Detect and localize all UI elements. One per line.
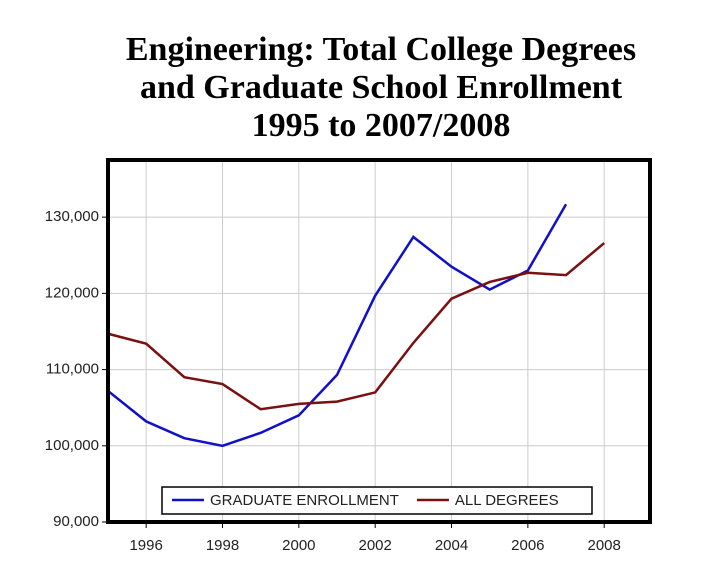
- series-line: [107, 242, 606, 411]
- x-tick-label: 2004: [435, 537, 468, 554]
- x-tick-label: 2006: [511, 537, 544, 554]
- legend-label: GRADUATE ENROLLMENT: [210, 492, 399, 509]
- x-tick-label: 2000: [282, 537, 315, 554]
- y-tick-label: 120,000: [45, 284, 99, 301]
- series-line: [107, 203, 568, 448]
- chart-title: Engineering: Total College Degrees: [126, 31, 636, 68]
- x-tick-label: 2008: [588, 537, 621, 554]
- plot-frame: [106, 158, 652, 524]
- y-tick-label: 90,000: [53, 513, 99, 530]
- chart-title: 1995 to 2007/2008: [252, 107, 511, 144]
- x-tick-label: 1998: [206, 537, 239, 554]
- legend-box: [161, 486, 593, 515]
- x-tick-label: 2002: [358, 537, 391, 554]
- chart-title: and Graduate School Enrollment: [140, 69, 623, 106]
- x-tick-label: 1996: [129, 537, 162, 554]
- y-tick-label: 130,000: [45, 208, 99, 225]
- y-tick-label: 100,000: [45, 437, 99, 454]
- y-tick-label: 110,000: [46, 361, 99, 378]
- legend-label: ALL DEGREES: [455, 492, 559, 509]
